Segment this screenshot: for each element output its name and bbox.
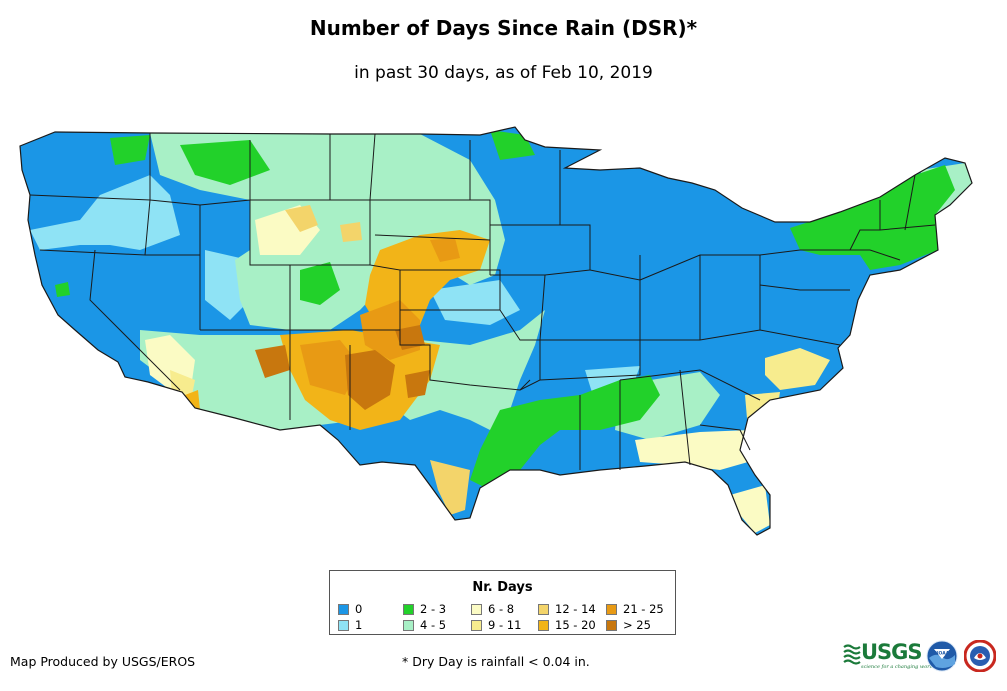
zone-1-day	[430, 280, 520, 325]
zone-2-3-days	[55, 282, 70, 297]
legend-title: Nr. Days	[472, 580, 533, 595]
zone-over-25-days	[405, 370, 430, 398]
legend-swatch	[538, 619, 549, 631]
dsr-map	[19, 126, 973, 536]
nws-logo-icon	[964, 640, 996, 672]
map-subtitle: in past 30 days, as of Feb 10, 2019	[354, 63, 653, 83]
zone-9-11-days	[765, 348, 830, 390]
zone-12-14-days	[430, 460, 470, 515]
legend-item: 2 - 3	[403, 602, 446, 616]
legend-label: 6 - 8	[488, 602, 515, 616]
usgs-tagline: science for a changing world	[861, 664, 935, 670]
zone-over-25-days	[345, 350, 395, 410]
zone-2-3-days	[300, 262, 340, 305]
zone-2-3-days	[110, 135, 150, 165]
zone-12-14-days	[285, 205, 318, 232]
legend-item: 15 - 20	[538, 618, 596, 632]
legend-swatch	[338, 603, 349, 615]
rainfall-zones	[20, 127, 972, 535]
legend-label: > 25	[623, 618, 651, 632]
zone-2-3-days	[180, 140, 270, 185]
legend-item: 1	[338, 618, 362, 632]
legend-item: 4 - 5	[403, 618, 446, 632]
legend-label: 0	[355, 602, 363, 616]
dry-day-footnote: * Dry Day is rainfall < 0.04 in.	[402, 654, 590, 669]
zone-12-14-days	[340, 222, 362, 242]
legend-swatch	[471, 603, 482, 615]
legend-swatch	[403, 619, 414, 631]
legend-swatch	[403, 603, 414, 615]
legend-item: 12 - 14	[538, 602, 596, 616]
legend-swatch	[606, 619, 617, 631]
legend-label: 12 - 14	[555, 602, 596, 616]
legend-label: 15 - 20	[555, 618, 596, 632]
legend-item: 9 - 11	[471, 618, 521, 632]
legend-swatch	[471, 619, 482, 631]
legend-swatch	[338, 619, 349, 631]
zone-1-day	[30, 175, 180, 250]
zone-6-8-days	[635, 430, 755, 470]
noaa-logo-text: NOAA	[935, 651, 950, 657]
state-borders	[29, 133, 936, 470]
legend-swatch	[606, 603, 617, 615]
zone-21-25-days	[430, 238, 460, 262]
usgs-wave-icon	[843, 644, 861, 665]
legend-label: 2 - 3	[420, 602, 447, 616]
legend-item: 0	[338, 602, 362, 616]
legend-label: 4 - 5	[420, 618, 447, 632]
zone-4-5-days	[150, 133, 505, 330]
legend-item: > 25	[606, 618, 651, 632]
zone-21-25-days	[300, 340, 360, 395]
legend-item: 21 - 25	[606, 602, 664, 616]
usgs-logo-text: USGS	[861, 640, 923, 664]
zone-over-25-days	[395, 325, 425, 350]
noaa-logo-icon: NOAA	[926, 640, 958, 672]
legend-label: 21 - 25	[623, 602, 664, 616]
legend-swatch	[538, 603, 549, 615]
legend-label: 9 - 11	[488, 618, 522, 632]
legend-label: 1	[355, 618, 363, 632]
map-title: Number of Days Since Rain (DSR)*	[309, 16, 698, 40]
zone-over-25-days	[255, 345, 290, 378]
legend-item: 6 - 8	[471, 602, 514, 616]
zone-6-8-days	[730, 485, 770, 533]
usgs-logo: USGS science for a changing world	[843, 640, 934, 676]
map-legend: Nr. Days 0 1 2 - 3 4 - 5 6 - 8 9 - 11 12…	[329, 570, 676, 635]
zone-2-3-days	[470, 375, 660, 490]
zone-9-11-days	[745, 392, 780, 430]
zone-2-3-days	[790, 165, 955, 270]
map-credit: Map Produced by USGS/EROS	[10, 654, 196, 669]
